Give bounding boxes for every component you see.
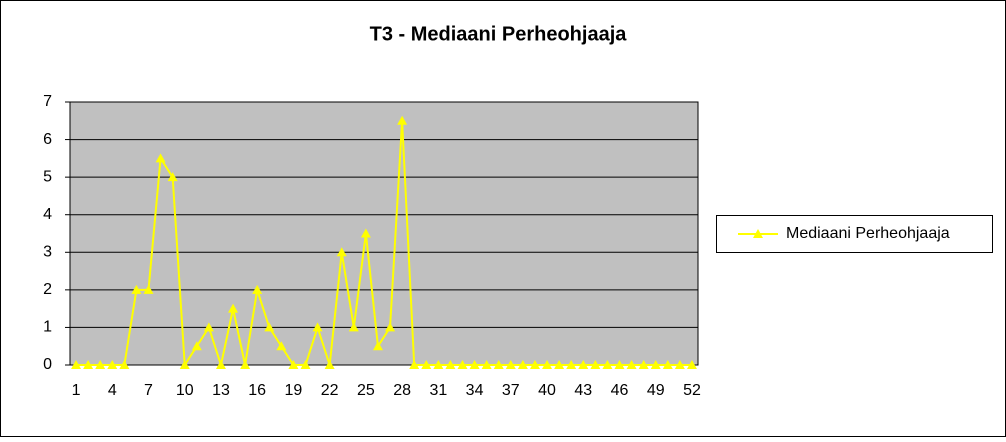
data-marker (372, 341, 383, 351)
chart-title: T3 - Mediaani Perheohjaaja (370, 23, 628, 45)
x-tick-label: 1 (72, 382, 81, 399)
x-tick-label: 7 (144, 382, 153, 399)
x-tick-label: 4 (108, 382, 117, 399)
legend-label: Mediaani Perheohjaaja (786, 225, 950, 242)
x-tick-label: 52 (683, 382, 701, 399)
y-tick-label: 4 (43, 206, 52, 223)
data-marker (614, 360, 625, 369)
y-tick-label: 2 (43, 281, 52, 298)
y-tick-label: 7 (43, 93, 52, 110)
data-marker (155, 153, 166, 163)
x-tick-label: 19 (285, 382, 303, 399)
data-marker (457, 360, 468, 369)
data-marker (626, 360, 637, 369)
data-marker (493, 360, 504, 369)
data-line (76, 120, 692, 369)
data-marker (300, 360, 311, 369)
data-marker (529, 360, 540, 369)
data-marker (662, 360, 673, 369)
x-tick-label: 40 (538, 382, 556, 399)
y-tick-label: 6 (43, 131, 52, 148)
data-marker (578, 360, 589, 369)
data-marker (517, 360, 528, 369)
data-marker (348, 322, 359, 332)
data-marker (385, 322, 396, 332)
data-marker (602, 360, 613, 369)
data-marker (336, 247, 347, 257)
data-marker (674, 360, 685, 369)
data-marker (276, 341, 287, 351)
data-marker (228, 303, 239, 313)
data-marker (167, 172, 178, 182)
x-tick-label: 16 (248, 382, 266, 399)
data-marker (360, 228, 371, 238)
x-tick-label: 13 (212, 382, 230, 399)
data-marker (397, 115, 408, 125)
data-marker (83, 360, 94, 369)
data-marker (421, 360, 432, 369)
data-marker (445, 360, 456, 369)
x-tick-label: 31 (429, 382, 447, 399)
data-marker (409, 360, 420, 369)
data-marker (107, 360, 118, 369)
x-tick-label: 10 (176, 382, 194, 399)
data-marker (252, 284, 263, 294)
y-tick-label: 1 (43, 319, 52, 336)
data-marker (191, 341, 202, 351)
data-marker (240, 360, 251, 369)
y-tick-label: 3 (43, 244, 52, 261)
data-marker (119, 360, 130, 369)
legend-marker (753, 229, 763, 238)
x-tick-label: 43 (574, 382, 592, 399)
data-marker (433, 360, 444, 369)
data-marker (264, 322, 275, 332)
data-marker (481, 360, 492, 369)
data-marker (590, 360, 601, 369)
data-marker (324, 360, 335, 369)
data-marker (179, 360, 190, 369)
x-tick-label: 46 (611, 382, 629, 399)
data-marker (203, 322, 214, 332)
data-marker (686, 360, 697, 369)
data-marker (71, 360, 82, 369)
data-marker (554, 360, 565, 369)
x-tick-label: 22 (321, 382, 339, 399)
x-tick-label: 37 (502, 382, 520, 399)
data-marker (566, 360, 577, 369)
data-marker (505, 360, 516, 369)
x-tick-label: 25 (357, 382, 375, 399)
plot-area (69, 101, 699, 366)
data-marker (542, 360, 553, 369)
x-tick-label: 49 (647, 382, 665, 399)
data-marker (95, 360, 106, 369)
data-marker (288, 360, 299, 369)
data-marker (469, 360, 480, 369)
data-marker (650, 360, 661, 369)
data-marker (131, 284, 142, 294)
data-marker (143, 284, 154, 294)
data-marker (312, 322, 323, 332)
data-marker (215, 360, 226, 369)
y-tick-label: 5 (43, 168, 52, 185)
data-marker (638, 360, 649, 369)
x-tick-label: 28 (393, 382, 411, 399)
x-tick-label: 34 (466, 382, 484, 399)
y-tick-label: 0 (43, 356, 52, 373)
